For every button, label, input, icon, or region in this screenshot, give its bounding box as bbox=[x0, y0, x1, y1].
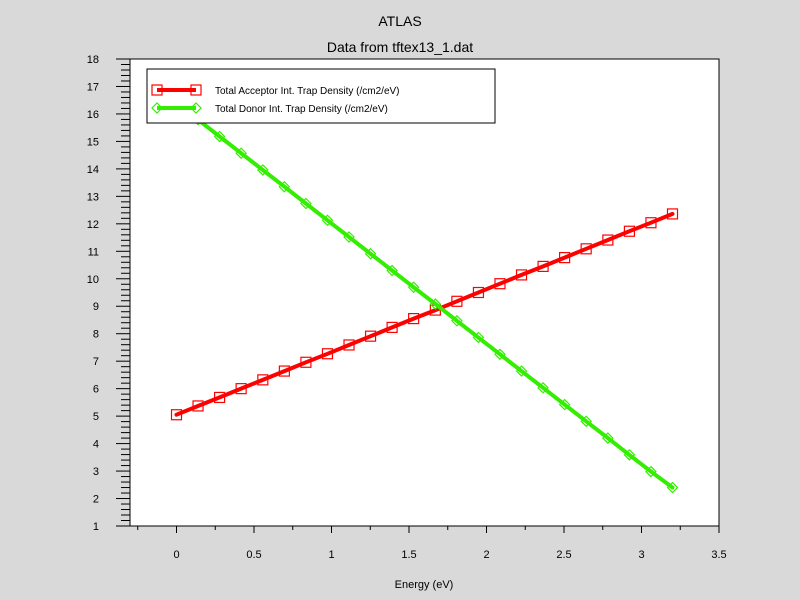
x-tick-label: 3.5 bbox=[711, 549, 726, 561]
y-tick-label: 13 bbox=[87, 191, 99, 203]
data-point-marker bbox=[343, 231, 355, 243]
data-point-marker bbox=[386, 264, 398, 277]
x-tick-label: 0.5 bbox=[246, 549, 261, 561]
chart-title: ATLAS bbox=[378, 13, 421, 29]
data-point-marker bbox=[364, 330, 377, 342]
data-point-marker bbox=[558, 398, 571, 411]
y-tick-label: 10 bbox=[87, 274, 99, 286]
data-point-marker bbox=[364, 247, 377, 260]
x-tick-label: 1.5 bbox=[401, 549, 416, 561]
data-point-marker bbox=[472, 286, 485, 299]
data-point-marker bbox=[537, 381, 549, 394]
legend-marker-donor bbox=[151, 102, 202, 114]
y-tick-label: 5 bbox=[93, 411, 99, 423]
y-tick-label: 7 bbox=[93, 356, 99, 368]
data-point-marker bbox=[321, 348, 334, 360]
data-point-marker bbox=[666, 481, 679, 494]
series-line bbox=[174, 211, 675, 417]
data-point-marker bbox=[666, 208, 679, 220]
y-tick-label: 8 bbox=[93, 329, 99, 341]
data-point-marker bbox=[559, 252, 571, 264]
legend-marker-start bbox=[151, 84, 163, 96]
data-point-marker bbox=[429, 298, 442, 310]
data-point-marker bbox=[602, 234, 614, 246]
data-point-marker bbox=[257, 374, 269, 386]
y-tick-label: 12 bbox=[87, 219, 99, 231]
data-point-marker bbox=[645, 217, 657, 229]
data-point-marker bbox=[494, 278, 506, 290]
x-tick-label: 3 bbox=[638, 549, 644, 561]
legend-marker-start bbox=[151, 102, 163, 114]
data-point-marker bbox=[235, 147, 247, 160]
y-tick-label: 17 bbox=[87, 81, 99, 93]
data-point-marker bbox=[494, 348, 506, 361]
data-point-marker bbox=[623, 449, 636, 461]
data-point-marker bbox=[580, 415, 593, 428]
legend-label-acceptor: Total Acceptor Int. Trap Density (/cm2/e… bbox=[215, 86, 400, 97]
y-tick-label: 16 bbox=[87, 109, 99, 121]
y-tick-label: 18 bbox=[87, 54, 99, 66]
y-tick-label: 1 bbox=[93, 521, 99, 533]
data-point-marker bbox=[537, 260, 549, 273]
y-tick-label: 4 bbox=[93, 439, 99, 451]
data-point-marker bbox=[300, 197, 312, 210]
y-tick-label: 11 bbox=[88, 246, 99, 258]
x-axis: 0 0.5 1 1.5 2 2.5 3 3.5 bbox=[137, 526, 727, 561]
data-point-marker bbox=[256, 164, 269, 176]
data-point-marker bbox=[451, 314, 463, 327]
data-point-marker bbox=[515, 269, 528, 281]
data-point-marker bbox=[580, 243, 592, 255]
legend-label-donor: Total Donor Int. Trap Density (/cm2/eV) bbox=[215, 104, 388, 115]
data-point-marker bbox=[602, 432, 614, 444]
legend: Total Acceptor Int. Trap Density (/cm2/e… bbox=[146, 68, 496, 124]
y-tick-label: 9 bbox=[93, 301, 99, 313]
data-point-marker bbox=[407, 281, 420, 294]
data-point-marker bbox=[213, 391, 226, 404]
data-point-marker bbox=[192, 400, 204, 412]
data-point-marker bbox=[408, 312, 420, 325]
y-tick-label: 2 bbox=[93, 494, 99, 506]
legend-marker-end bbox=[190, 102, 202, 114]
legend-box bbox=[146, 68, 496, 124]
legend-marker-acceptor bbox=[151, 84, 202, 96]
series-line bbox=[174, 101, 675, 490]
series-0 bbox=[170, 208, 679, 421]
data-point-marker bbox=[386, 321, 398, 333]
data-point-marker bbox=[645, 465, 657, 478]
x-tick-label: 2.5 bbox=[556, 549, 571, 561]
x-tick-label: 2 bbox=[483, 549, 489, 561]
y-tick-label: 14 bbox=[87, 164, 99, 176]
x-axis-label: Energy (eV) bbox=[395, 579, 454, 591]
data-point-marker bbox=[278, 365, 290, 377]
data-point-marker bbox=[235, 383, 247, 395]
data-point-marker bbox=[515, 365, 528, 377]
data-point-marker bbox=[213, 130, 226, 143]
data-point-marker bbox=[300, 356, 312, 368]
x-tick-label: 1 bbox=[328, 549, 334, 561]
data-point-marker bbox=[623, 225, 636, 237]
x-tick-label: 0 bbox=[173, 549, 179, 561]
data-point-marker bbox=[321, 214, 334, 227]
data-point-marker bbox=[451, 295, 463, 307]
legend-marker-end bbox=[190, 84, 202, 96]
data-point-marker bbox=[278, 180, 291, 193]
series-layer bbox=[170, 97, 679, 494]
data-point-marker bbox=[472, 331, 485, 344]
y-tick-label: 6 bbox=[93, 384, 99, 396]
data-point-marker bbox=[343, 339, 355, 351]
chart-subtitle: Data from tftex13_1.dat bbox=[327, 39, 473, 55]
data-point-marker bbox=[170, 409, 183, 421]
y-tick-label: 15 bbox=[87, 136, 99, 148]
y-tick-label: 3 bbox=[93, 466, 99, 478]
